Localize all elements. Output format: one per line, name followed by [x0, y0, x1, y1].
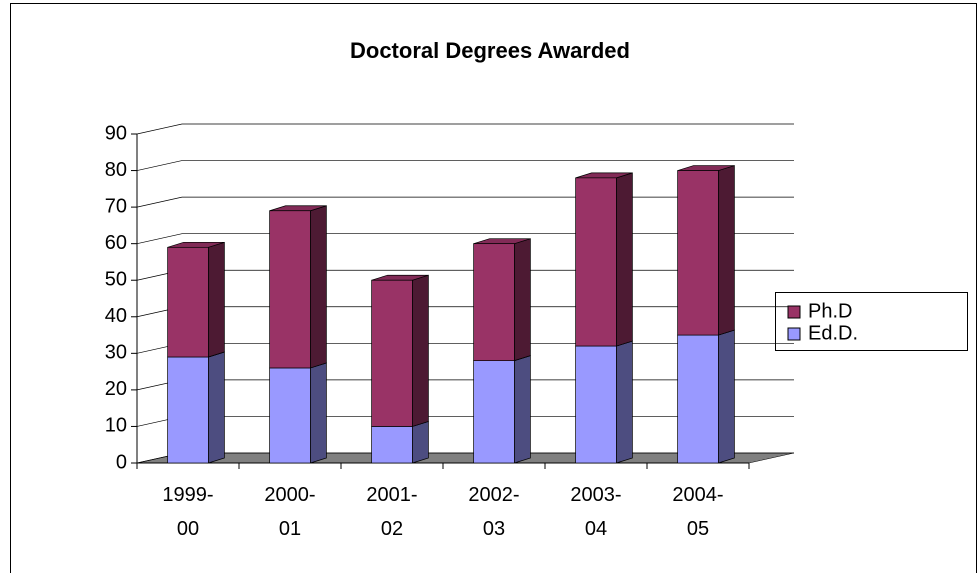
legend-swatch [787, 305, 801, 319]
y-tick-label: 20 [105, 378, 127, 400]
y-tick-label: 80 [105, 159, 127, 181]
x-tick-label-line: 2003- [570, 484, 621, 506]
bar-front [371, 426, 413, 464]
x-tick-label-line: 00 [177, 518, 199, 540]
bar-side [412, 420, 429, 464]
x-tick-label: 2001- 02 [366, 484, 417, 540]
bar-side [616, 172, 633, 347]
bar [473, 355, 531, 464]
bar [575, 340, 633, 464]
x-tick-label-line: 03 [483, 518, 505, 540]
bar-side [718, 329, 735, 464]
bar-side [718, 165, 735, 336]
x-tick-label-line: 01 [279, 518, 301, 540]
bar [677, 165, 735, 336]
bar-side [514, 238, 531, 362]
bar-front [473, 243, 515, 361]
legend-swatch [787, 327, 801, 341]
bar-front [269, 367, 311, 464]
bar-front [473, 360, 515, 464]
bar-front [269, 210, 311, 369]
chart-title: Doctoral Degrees Awarded [350, 38, 630, 63]
y-tick-label: 30 [105, 342, 127, 364]
bar-side [514, 355, 531, 464]
legend-label: Ph.D [808, 300, 852, 322]
bar [167, 241, 225, 358]
x-tick-label-line: 1999- [162, 484, 213, 506]
bar-front [371, 279, 413, 427]
bar-front [167, 246, 209, 358]
bar-side [310, 362, 327, 464]
bar-side [208, 241, 225, 358]
y-tick-label: 0 [116, 451, 127, 473]
x-tick-label-line: 2004- [672, 484, 723, 506]
bar-side [616, 340, 633, 464]
bar-front [167, 356, 209, 464]
bar-front [575, 345, 617, 464]
grid-line [136, 160, 794, 171]
x-tick-label-line: 2000- [264, 484, 315, 506]
x-tick-label-line: 05 [687, 518, 709, 540]
bar [269, 205, 327, 369]
bar [575, 172, 633, 347]
bar [371, 420, 429, 464]
bar-side [412, 274, 429, 427]
bar [677, 329, 735, 464]
bar [473, 238, 531, 362]
y-tick-label: 70 [105, 195, 127, 217]
legend-box [775, 292, 968, 351]
bar-side [310, 205, 327, 369]
y-tick-label: 10 [105, 415, 127, 437]
bar [167, 351, 225, 464]
x-tick-label: 2000- 01 [264, 484, 315, 540]
x-tick-label-line: 2001- [366, 484, 417, 506]
x-tick-label-line: 2002- [468, 484, 519, 506]
bar-front [677, 170, 719, 336]
x-tick-label: 2002- 03 [468, 484, 519, 540]
bar [371, 274, 429, 427]
grid-line [136, 123, 794, 135]
x-tick-label: 1999- 00 [162, 484, 213, 540]
y-tick-label: 90 [105, 122, 127, 144]
bar-front [575, 177, 617, 347]
y-tick-label: 40 [105, 305, 127, 327]
bar [269, 362, 327, 464]
bar-side [208, 351, 225, 464]
y-tick-label: 50 [105, 269, 127, 291]
x-tick-label: 2004- 05 [672, 484, 723, 540]
x-tick-label-line: 02 [381, 518, 403, 540]
y-tick-label: 60 [105, 232, 127, 254]
legend-label: Ed.D. [808, 322, 858, 344]
x-tick-label-line: 04 [585, 518, 607, 540]
bar-front [677, 334, 719, 464]
x-tick-label: 2003- 04 [570, 484, 621, 540]
